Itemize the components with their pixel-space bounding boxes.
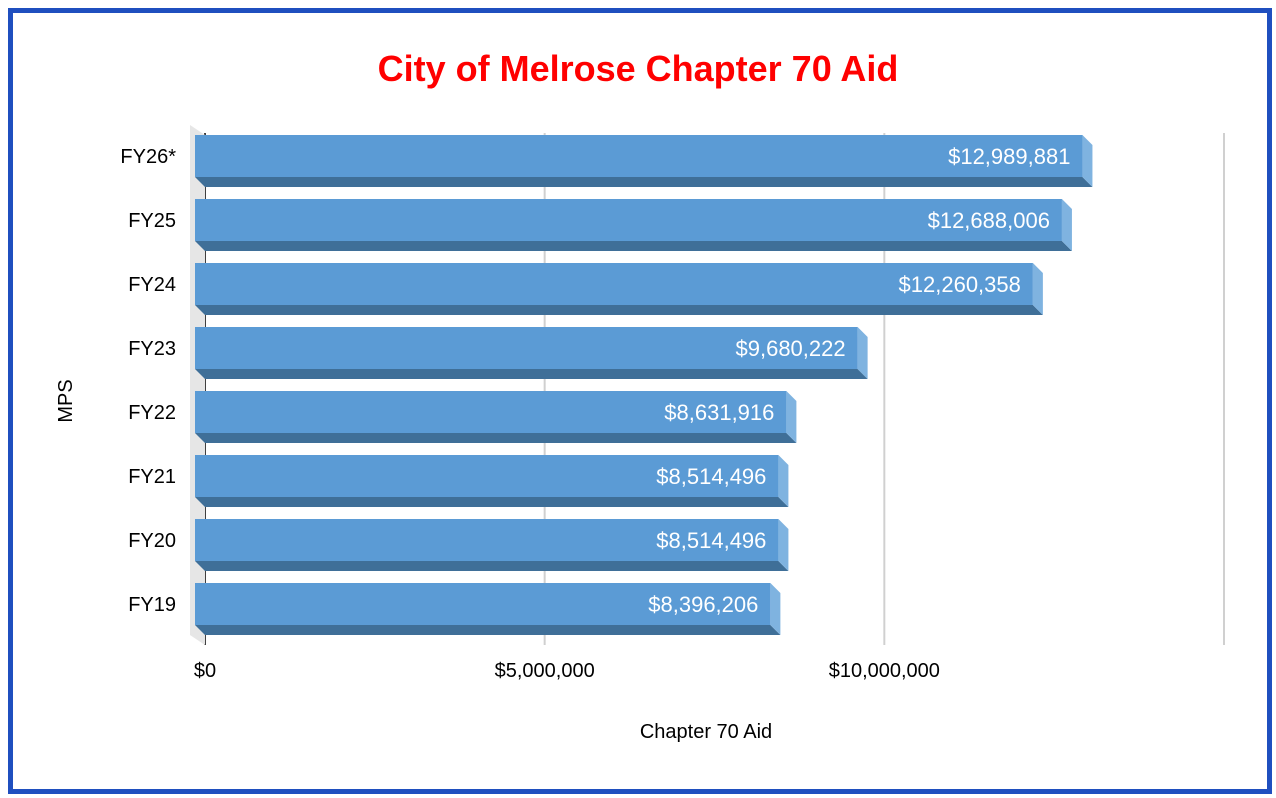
bar-value-label: $12,260,358: [899, 272, 1021, 297]
bar-value-label: $9,680,222: [736, 336, 846, 361]
bars: $12,989,881 $12,688,006 $12,260,358 $9,680,…: [195, 135, 1093, 635]
bar: [195, 327, 868, 379]
bar-front: [195, 135, 1083, 177]
bar-bottom: [195, 305, 1043, 315]
bar-front: [195, 327, 858, 369]
y-tick-label: FY23: [128, 338, 176, 360]
bar-front: [195, 519, 779, 561]
bar-end: [778, 519, 789, 571]
bar-bottom: [195, 433, 797, 443]
bar-value-label: $8,396,206: [648, 592, 758, 617]
y-tick-label: FY25: [128, 210, 176, 232]
bar: [195, 263, 1043, 315]
bar: [195, 135, 1093, 187]
bar-bottom: [195, 177, 1093, 187]
bar-value-label: $8,514,496: [656, 528, 766, 553]
bar: [195, 391, 797, 443]
bar-value-label: $12,989,881: [948, 144, 1070, 169]
x-tick-label: $10,000,000: [829, 660, 940, 682]
x-axis-title: Chapter 70 Aid: [640, 721, 772, 743]
y-tick-label: FY22: [128, 402, 176, 424]
bar-end: [1082, 135, 1093, 187]
bar-front: [195, 391, 787, 433]
bar-front: [195, 263, 1033, 305]
bar: [195, 583, 781, 635]
bar: [195, 455, 789, 507]
bar-end: [786, 391, 797, 443]
chart-side-wall: [190, 125, 205, 645]
bar-value-label: $12,688,006: [928, 208, 1050, 233]
y-tick-label: FY20: [128, 530, 176, 552]
y-tick-label: FY21: [128, 466, 176, 488]
chart-title: City of Melrose Chapter 70 Aid: [377, 48, 899, 89]
bar-front: [195, 583, 771, 625]
bar-front: [195, 199, 1062, 241]
bar-value-label: $8,514,496: [656, 464, 766, 489]
y-tick-label: FY24: [128, 274, 176, 296]
bar-end: [778, 455, 789, 507]
bar-bottom: [195, 561, 789, 571]
bar-front: [195, 455, 779, 497]
x-tick-label: $5,000,000: [495, 660, 595, 682]
y-tick-label: FY26*: [120, 146, 176, 168]
x-axis-ticks: $0 $5,000,000 $10,000,000: [194, 660, 940, 682]
bar: [195, 519, 789, 571]
bar-end: [1032, 263, 1043, 315]
bar-value-label: $8,631,916: [664, 400, 774, 425]
y-axis-title: MPS: [55, 379, 77, 422]
y-tick-label: FY19: [128, 594, 176, 616]
y-axis-ticks: FY26* FY25 FY24 FY23 FY22 FY21 FY20 FY19: [120, 146, 176, 616]
x-tick-label: $0: [194, 660, 216, 682]
bar-end: [1061, 199, 1072, 251]
bar-bottom: [195, 241, 1072, 251]
bar-end: [770, 583, 781, 635]
chart-wall: [190, 125, 205, 645]
bar-bottom: [195, 369, 868, 379]
bar-end: [857, 327, 868, 379]
bar: [195, 199, 1072, 251]
bar-bottom: [195, 625, 781, 635]
bar-bottom: [195, 497, 789, 507]
